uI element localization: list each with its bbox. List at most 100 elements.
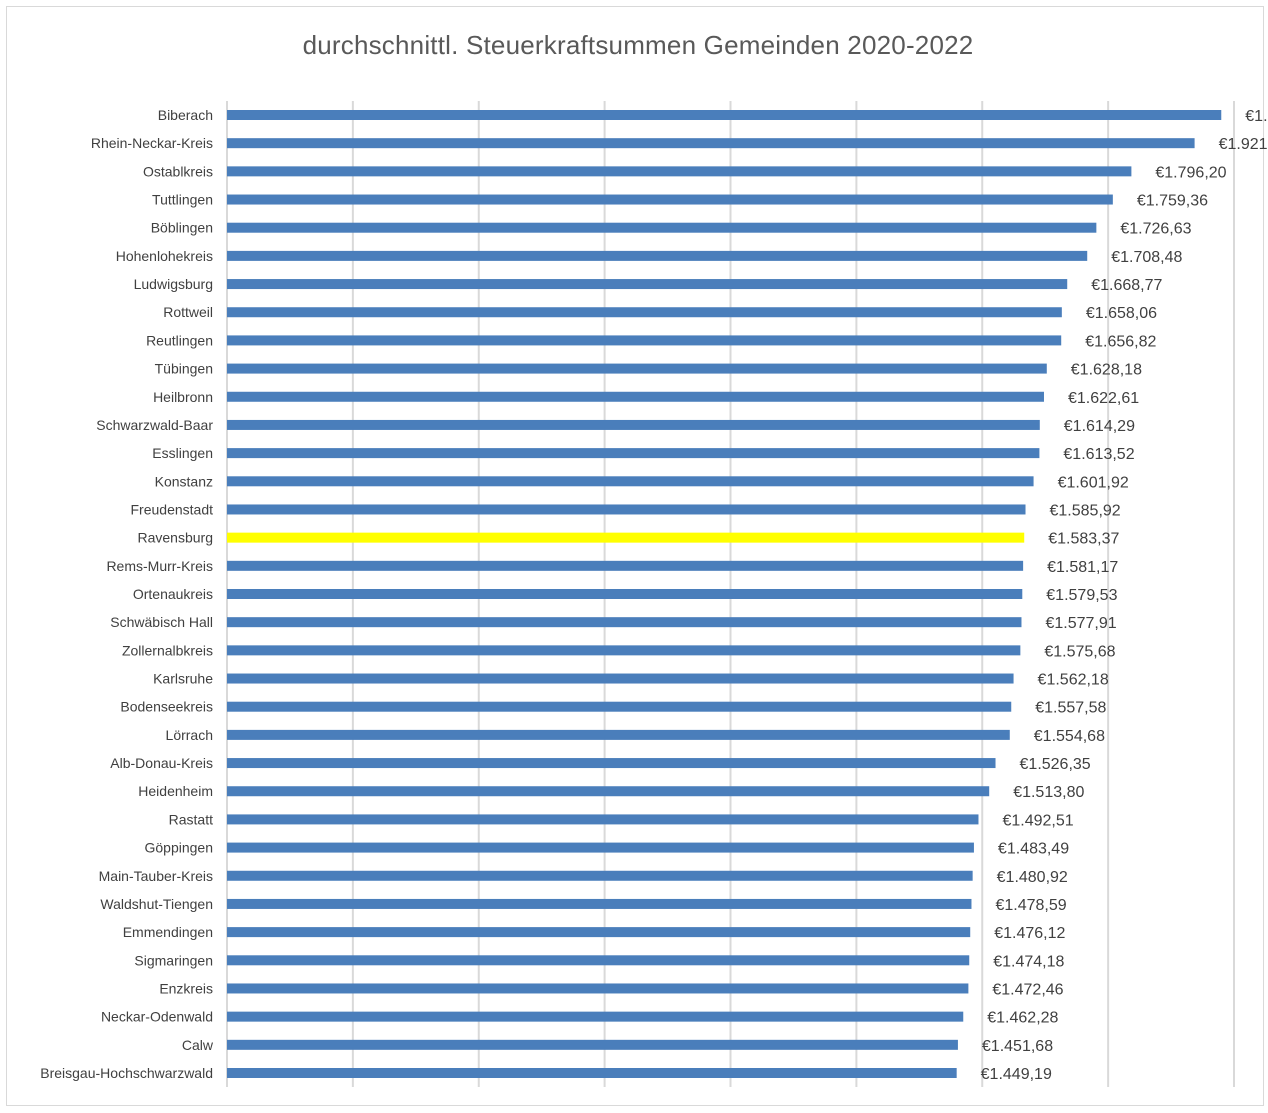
category-label: Waldshut-Tiengen <box>100 896 213 912</box>
bar <box>227 419 1040 430</box>
category-label: Emmendingen <box>123 924 213 940</box>
bar <box>227 1039 958 1050</box>
bar <box>227 476 1034 487</box>
category-label: Esslingen <box>152 445 213 461</box>
category-label: Konstanz <box>155 473 213 489</box>
bar <box>227 983 969 994</box>
data-label: €1.974,71 <box>1245 108 1268 125</box>
category-label: Heilbronn <box>153 389 213 405</box>
category-label: Böblingen <box>151 220 213 236</box>
category-label: Ludwigsburg <box>134 276 213 292</box>
category-label: Breisgau-Hochschwarzwald <box>40 1065 213 1081</box>
data-label: €1.451,68 <box>982 1038 1053 1055</box>
bar <box>227 870 973 881</box>
bar <box>227 166 1132 177</box>
category-label: Hohenlohekreis <box>116 248 213 264</box>
category-label: Lörrach <box>166 727 213 743</box>
bar <box>227 758 996 769</box>
category-label: Schwarzwald-Baar <box>96 417 213 433</box>
bar <box>227 279 1068 290</box>
bar <box>227 645 1021 656</box>
category-label: Alb-Donau-Kreis <box>110 755 213 771</box>
category-labels: Biberach Rhein-Neckar-Kreis Ostablkreis Tut… <box>40 107 214 1081</box>
category-label: Ortenaukreis <box>133 586 213 602</box>
data-label: €1.557,58 <box>1035 700 1106 717</box>
data-label: €1.708,48 <box>1111 249 1182 266</box>
category-label: Freudenstadt <box>131 501 214 517</box>
bar <box>227 335 1062 346</box>
bar <box>227 955 970 966</box>
bars <box>227 110 1222 1078</box>
category-label: Schwäbisch Hall <box>110 614 213 630</box>
chart-frame <box>6 6 1264 1106</box>
bar <box>227 814 979 825</box>
data-label: €1.759,36 <box>1137 193 1208 210</box>
category-label: Rems-Murr-Kreis <box>106 558 213 574</box>
data-label: €1.483,49 <box>998 841 1069 858</box>
data-label: €1.476,12 <box>994 925 1065 942</box>
category-label: Reutlingen <box>146 332 213 348</box>
data-label: €1.796,20 <box>1155 164 1226 181</box>
category-label: Rottweil <box>163 304 213 320</box>
data-label: €1.658,06 <box>1086 305 1157 322</box>
data-label: €1.575,68 <box>1044 643 1115 660</box>
category-label: Tübingen <box>155 361 213 377</box>
data-label: €1.478,59 <box>995 897 1066 914</box>
data-label: €1.726,63 <box>1120 221 1191 238</box>
bar <box>227 927 971 938</box>
bar <box>227 673 1014 684</box>
bar <box>227 448 1040 459</box>
data-label: €1.449,19 <box>981 1066 1052 1083</box>
bar <box>227 589 1023 599</box>
bar <box>227 222 1097 233</box>
bar <box>227 617 1022 628</box>
bar <box>227 194 1113 205</box>
bar <box>227 391 1044 402</box>
data-label: €1.622,61 <box>1068 390 1139 407</box>
data-label: €1.581,17 <box>1047 559 1118 576</box>
data-label: €1.614,29 <box>1064 418 1135 435</box>
category-label: Ravensburg <box>138 530 214 546</box>
data-label: €1.577,91 <box>1045 615 1116 632</box>
data-label: €1.583,37 <box>1048 531 1119 548</box>
category-label: Main-Tauber-Kreis <box>99 868 213 884</box>
category-label: Heidenheim <box>138 783 213 799</box>
category-label: Karlsruhe <box>153 671 213 687</box>
category-label: Rastatt <box>169 811 213 827</box>
category-label: Zollernalbkreis <box>122 642 213 658</box>
bar <box>227 1068 957 1078</box>
bar <box>227 560 1024 571</box>
data-label: €1.921,73 <box>1219 136 1268 153</box>
category-label: Bodenseekreis <box>120 699 213 715</box>
chart-title: durchschnittl. Steuerkraftsummen Gemeind… <box>302 30 974 60</box>
category-label: Göppingen <box>144 840 213 856</box>
bar <box>227 307 1062 318</box>
category-label: Tuttlingen <box>152 192 213 208</box>
bar <box>227 1011 964 1022</box>
category-label: Rhein-Neckar-Kreis <box>91 135 213 151</box>
data-label: €1.526,35 <box>1020 756 1091 773</box>
value-labels: €1.974,71 €1.921,73 €1.796,20 €1.759,36 €1.7… <box>981 108 1268 1083</box>
category-label: Ostablkreis <box>143 163 213 179</box>
bar <box>227 504 1026 515</box>
data-label: €1.585,92 <box>1050 502 1121 519</box>
category-label: Sigmaringen <box>134 952 213 968</box>
bar <box>227 786 990 797</box>
data-label: €1.513,80 <box>1013 784 1084 801</box>
data-label: €1.601,92 <box>1058 474 1129 491</box>
data-label: €1.579,53 <box>1046 587 1117 604</box>
data-label: €1.628,18 <box>1071 362 1142 379</box>
bar <box>227 138 1195 149</box>
data-label: €1.474,18 <box>993 953 1064 970</box>
data-label: €1.562,18 <box>1038 672 1109 689</box>
data-label: €1.656,82 <box>1085 333 1156 350</box>
data-label: €1.462,28 <box>987 1010 1058 1027</box>
bar <box>227 532 1025 543</box>
data-label: €1.472,46 <box>992 981 1063 998</box>
data-label: €1.480,92 <box>997 869 1068 886</box>
category-label: Biberach <box>158 107 213 123</box>
bar <box>227 250 1088 261</box>
data-label: €1.613,52 <box>1063 446 1134 463</box>
category-label: Calw <box>182 1037 214 1053</box>
